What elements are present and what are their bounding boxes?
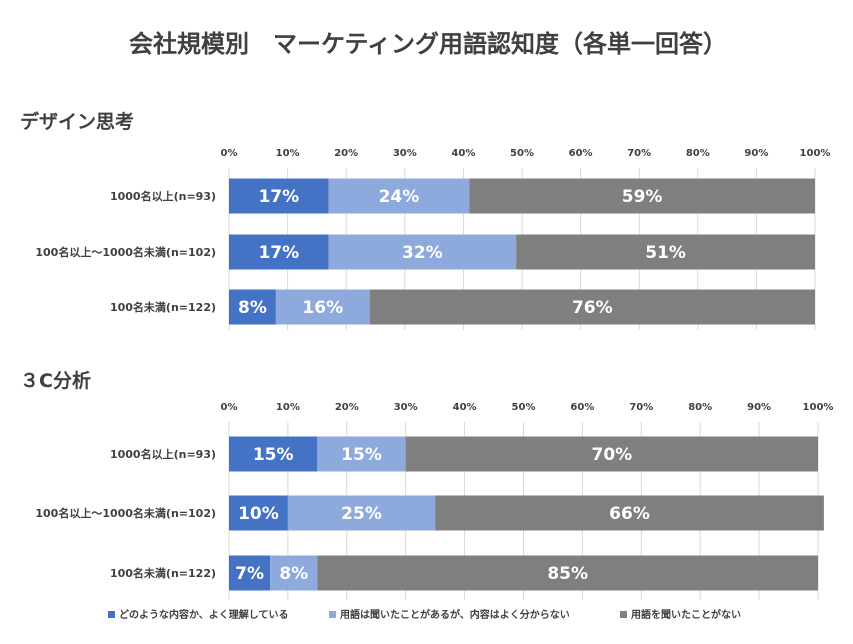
bar-segment xyxy=(287,495,436,531)
x-tick-label: 20% xyxy=(335,402,359,413)
category-label: 100名以上～1000名未満(n=102) xyxy=(35,245,216,259)
bar-value-label: 15% xyxy=(253,445,294,465)
bar-segment xyxy=(229,234,329,270)
legend-label: どのような内容か、よく理解している xyxy=(119,608,289,621)
chart-legend: どのような内容か、よく理解している 用語は聞いたことがあるが、内容はよく分からない… xyxy=(108,608,741,621)
chart-panel-1: デザイン思考 0% 10% 20% 30% 40% 50% 60% 70% 80% 90% 100% 1… xyxy=(20,110,830,330)
legend-item: 用語は聞いたことがあるが、内容はよく分からない xyxy=(329,608,570,621)
bar-value-label: 66% xyxy=(609,504,650,524)
legend-item: どのような内容か、よく理解している xyxy=(108,608,289,621)
bar-segment xyxy=(328,178,470,214)
category-label: 100名未満(n=122) xyxy=(110,300,216,314)
bar-segment xyxy=(328,234,517,270)
bar-segment xyxy=(270,555,318,591)
x-tick-label: 20% xyxy=(334,148,358,159)
bar-segment xyxy=(229,495,288,531)
bar-segment xyxy=(435,495,824,531)
bar-value-label: 15% xyxy=(341,445,382,465)
bar-value-label: 32% xyxy=(402,243,443,263)
category-label: 1000名以上(n=93) xyxy=(110,189,216,203)
bar-value-label: 76% xyxy=(572,298,613,318)
x-tick-label: 70% xyxy=(629,402,653,413)
x-tick-label: 30% xyxy=(394,402,418,413)
x-tick-label: 100% xyxy=(803,402,834,413)
x-tick-label: 90% xyxy=(744,148,768,159)
bar-value-label: 25% xyxy=(341,504,382,524)
bar-segment xyxy=(229,436,318,472)
bar-segment xyxy=(275,289,370,325)
x-tick-label: 10% xyxy=(276,148,300,159)
chart-panel-2: ３C分析 0% 10% 20% 30% 40% 50% 60% 70% 80% 90% 100% 100… xyxy=(20,369,833,600)
bar-value-label: 8% xyxy=(238,298,267,318)
x-tick-label: 40% xyxy=(451,148,475,159)
x-tick-label: 0% xyxy=(221,402,238,413)
x-tick-label: 60% xyxy=(570,402,594,413)
legend-swatch xyxy=(620,611,627,618)
chart-panels: デザイン思考 0% 10% 20% 30% 40% 50% 60% 70% 80% 90% 100% 1… xyxy=(20,110,833,600)
bar-value-label: 10% xyxy=(238,504,279,524)
x-tick-label: 40% xyxy=(453,402,477,413)
bar-segment xyxy=(317,555,818,591)
x-tick-label: 90% xyxy=(747,402,771,413)
bar-value-label: 7% xyxy=(235,564,264,584)
bar-segment xyxy=(469,178,815,214)
bar-segment xyxy=(229,555,271,591)
x-tick-label: 0% xyxy=(221,148,238,159)
category-label: 100名以上～1000名未満(n=102) xyxy=(35,506,216,520)
bar-value-label: 8% xyxy=(279,564,308,584)
bar-value-label: 16% xyxy=(302,298,343,318)
bar-value-label: 17% xyxy=(258,243,299,263)
x-tick-label: 60% xyxy=(569,148,593,159)
bar-value-label: 17% xyxy=(258,187,299,207)
x-tick-label: 70% xyxy=(627,148,651,159)
x-tick-label: 50% xyxy=(510,148,534,159)
bar-segment xyxy=(405,436,818,472)
bar-value-label: 70% xyxy=(591,445,632,465)
bar-segment xyxy=(229,289,276,325)
legend-item: 用語を聞いたことがない xyxy=(620,608,741,621)
category-label: 1000名以上(n=93) xyxy=(110,447,216,461)
bar-value-label: 51% xyxy=(645,243,686,263)
bar-value-label: 24% xyxy=(379,187,420,207)
x-tick-label: 100% xyxy=(800,148,831,159)
legend-label: 用語を聞いたことがない xyxy=(630,608,741,621)
legend-swatch xyxy=(329,611,336,618)
bar-value-label: 59% xyxy=(622,187,663,207)
panel-title: デザイン思考 xyxy=(20,110,134,133)
legend-label: 用語は聞いたことがあるが、内容はよく分からない xyxy=(339,608,570,621)
x-tick-label: 50% xyxy=(512,402,536,413)
bar-value-label: 85% xyxy=(547,564,588,584)
x-tick-label: 10% xyxy=(276,402,300,413)
chart-main-title: 会社規模別 マーケティング用語認知度（各単一回答） xyxy=(129,30,727,58)
bar-segment xyxy=(317,436,406,472)
x-tick-label: 80% xyxy=(686,148,710,159)
legend-swatch xyxy=(108,611,115,618)
bar-segment xyxy=(369,289,815,325)
bar-segment xyxy=(516,234,815,270)
category-label: 100名未満(n=122) xyxy=(110,566,216,580)
x-tick-label: 80% xyxy=(688,402,712,413)
bar-segment xyxy=(229,178,329,214)
panel-title: ３C分析 xyxy=(20,369,91,392)
x-tick-label: 30% xyxy=(393,148,417,159)
